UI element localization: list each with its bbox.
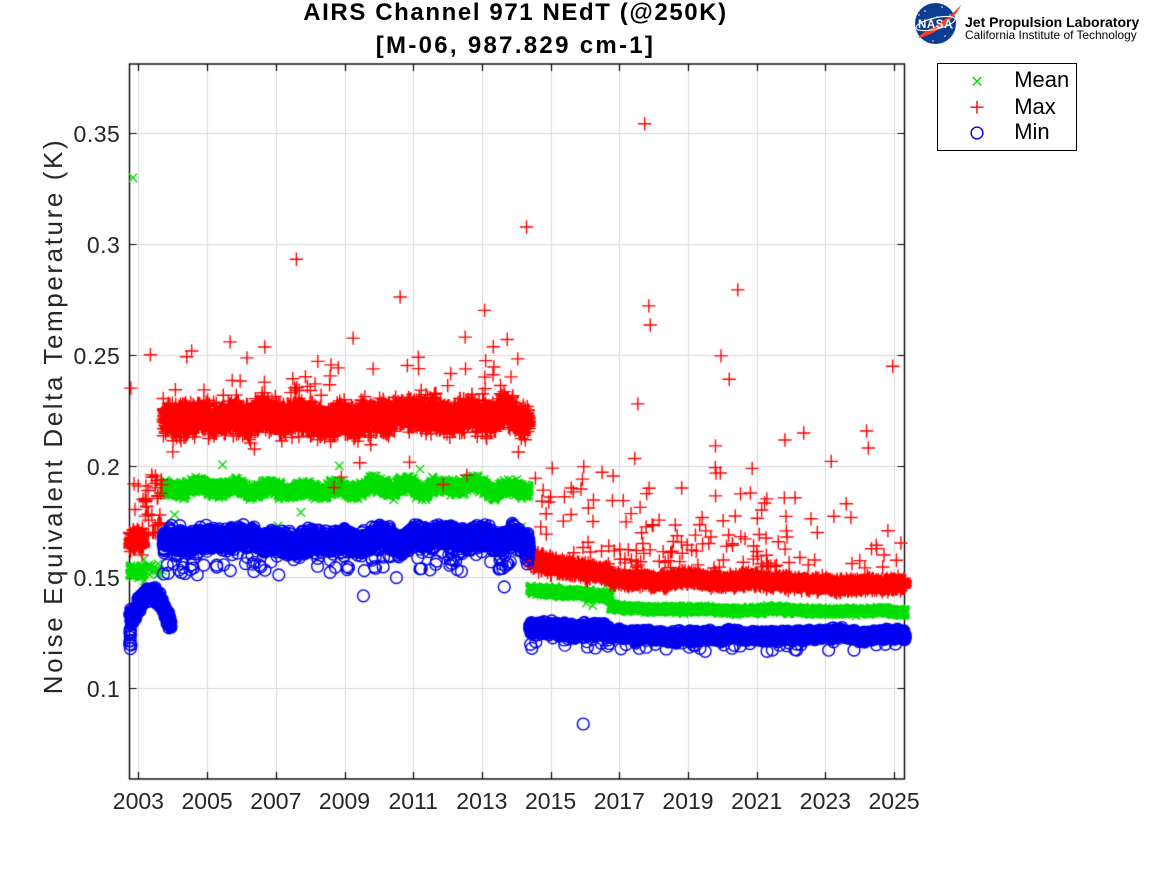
svg-text:NASA: NASA [918,19,953,31]
